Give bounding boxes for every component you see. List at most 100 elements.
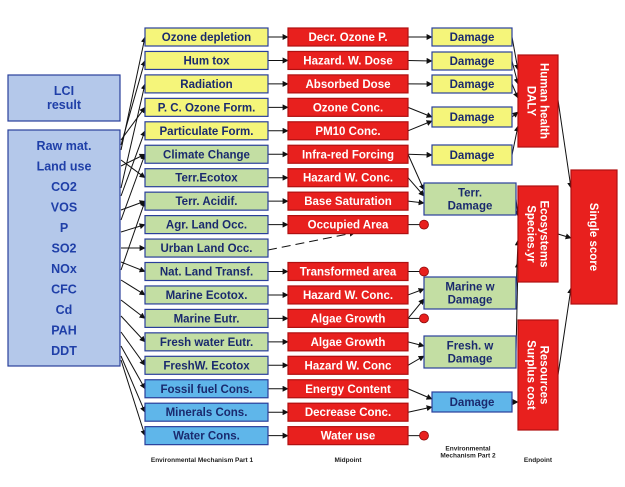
caption-midpoint: Midpoint [334,457,362,464]
endpoint-dot-2 [419,313,429,324]
damage-box-5 [423,182,517,216]
midpoint-label-8: Occupied Area [308,220,389,232]
mechanism-label-8: Agr. Land Occ. [166,220,247,232]
endpoint-box-2 [517,319,559,431]
midpoint-label-6: Hazard W. Conc. [303,173,393,185]
arrow-mid-dmg-5 [407,151,433,158]
mechanism-box-14 [144,355,269,375]
damage-label-0: Damage [450,32,495,44]
mechanism-label-10: Nat. Land Transf. [160,267,253,279]
midpoint-box-1 [287,50,409,71]
midpoint-box-9 [287,261,409,282]
arrow-lci-mech-0 [120,106,146,141]
arrow-mid-minerals [407,405,433,413]
arrow-mid-terr-a [407,154,425,191]
midpoint-box-16 [287,426,409,446]
midpoint-box-5 [287,144,409,164]
endpoint-label-2: ResourcesSurplus cost [525,340,550,410]
midpoint-label-2: Absorbed Dose [306,79,391,91]
arrow-lci-mech-15 [120,345,146,390]
column-captions: Environmental Mechanism Part 1 Midpoint En… [151,446,553,465]
arrow-lci-mech-16 [120,355,146,413]
arrow-res-score [557,287,574,376]
midpoint-box-2 [287,74,409,94]
mechanism-box-5 [144,144,269,164]
arrow-lci-mech-7 [120,200,146,211]
midpoint-label-1: Hazard. W. Dose [303,55,392,67]
mechanism-box-15 [144,379,269,399]
arrow-lci-mech-19 [120,200,147,271]
arrow-eco-score [557,233,572,240]
mechanism-label-13: Fresh water Eutr. [160,337,253,349]
arrow-lci-mech-5 [120,83,147,189]
mechanism-box-6 [144,168,269,188]
arrow-mid-fresh-b [407,355,425,366]
diagram-nodes: LCI result Raw mat. Land use CO2 VOS P SO2 NOx CF… [7,27,618,446]
arrow-mid-dmg-4 [407,120,433,132]
mechanism-label-12: Marine Eutr. [174,313,240,325]
mechanism-label-16: Minerals Cons. [166,407,248,419]
midpoint-label-7: Base Saturation [304,196,392,208]
endpoint-dot-0 [419,219,429,230]
mechanism-box-4 [144,121,269,141]
arrow-lci-mech-13 [120,315,146,343]
arrow-mid-dmg-1 [407,57,433,64]
damage-box-3 [431,106,513,128]
inventory-item-5: SO2 [51,242,76,256]
midpoint-box-11 [287,308,409,328]
damage-box-4 [431,144,513,166]
arrow-dmg-end-4 [511,125,520,156]
damage-label-5: Terr. Damage [448,188,493,213]
arrow-lci-mech-17 [120,359,147,437]
midpoint-label-10: Hazard W. Conc. [303,290,393,302]
inventory-item-9: PAH [51,324,76,338]
damage-box-1 [431,51,513,71]
inventory-item-2: CO2 [51,180,77,194]
mechanism-label-14: FreshW. Ecotox [163,360,250,372]
lci-result-box [7,74,121,122]
midpoint-box-4 [287,121,409,141]
arrow-mid-terr-b [407,177,425,197]
mechanism-box-2 [144,74,269,94]
arrow-lci-mech-11 [120,279,146,296]
arrow-lci-mech-18 [120,153,146,221]
mechanism-box-10 [144,261,269,282]
inventory-item-0: Raw mat. [37,139,92,153]
arrow-lci-mech-8 [120,223,146,233]
caption-mechanism-part1: Environmental Mechanism Part 1 [151,457,254,464]
connector-arrows [120,34,574,439]
mechanism-label-5: Climate Change [163,149,250,161]
mechanism-label-6: Terr.Ecotox [175,173,238,185]
endpoint-label-0: Human healthDALY [525,63,550,139]
midpoint-box-0 [287,27,409,47]
damage-label-1: Damage [450,56,495,68]
midpoint-label-11: Algae Growth [311,313,386,325]
arrow-mid-fresh-a [407,341,425,348]
damage-label-2: Damage [450,79,495,91]
damage-label-8: Damage [450,397,495,409]
mechanism-label-17: Water Cons. [173,431,240,443]
mechanism-box-7 [144,191,269,211]
midpoint-label-9: Transformed area [300,267,397,279]
mechanism-box-13 [144,332,269,352]
arrow-mid-marine-b [407,298,425,319]
mechanism-box-11 [144,285,269,305]
midpoint-box-15 [287,402,409,422]
inventory-item-7: CFC [51,283,77,297]
damage-label-7: Fresh. w Damage [447,341,494,366]
arrow-lci-mech-10 [120,261,146,273]
midpoint-label-3: Ozone Conc. [313,102,383,114]
mechanism-box-16 [144,402,269,422]
inventory-box [7,129,121,367]
endpoint-dot-3 [419,430,429,441]
arrow-dmg-end-1 [511,60,520,85]
midpoint-box-14 [287,379,409,399]
mechanism-label-11: Marine Ecotox. [166,290,248,302]
midpoint-box-10 [287,285,409,305]
mechanism-box-8 [144,215,269,235]
arrow-urban-land-dashed [267,230,356,251]
damage-label-6: Marine w Damage [445,282,494,307]
arrow-mid-fossil [407,388,433,400]
single-score-label: Single score [587,203,599,271]
